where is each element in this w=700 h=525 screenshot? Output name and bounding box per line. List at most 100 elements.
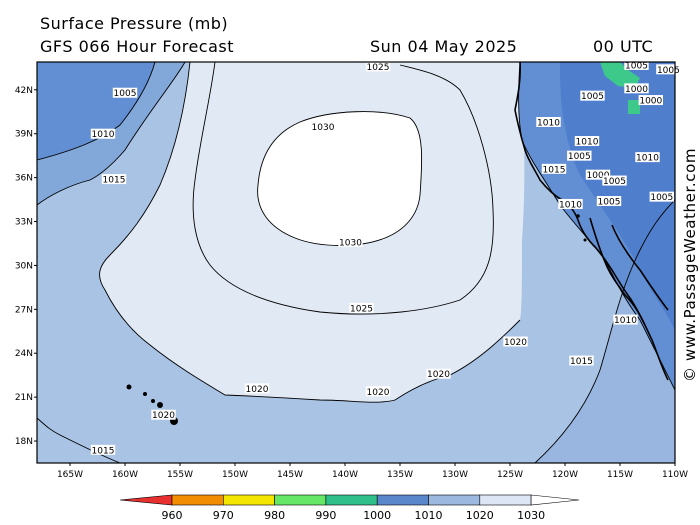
isobar-label-bg — [349, 302, 374, 313]
isobar-label: 1020 — [367, 388, 390, 398]
isobar-label-bg — [585, 169, 611, 180]
isobar-label: 1020 — [246, 385, 269, 395]
isobar-label: 1005 — [625, 61, 648, 71]
legend-level-label: 1010 — [415, 509, 443, 522]
isobar-label-bg — [613, 314, 638, 325]
isobar-label: 1005 — [603, 177, 626, 187]
lon-tick-label: 110W — [662, 470, 688, 480]
isobar-label-bg — [558, 198, 583, 209]
forecast-date: Sun 04 May 2025 — [370, 37, 518, 56]
isobar-label-bg — [338, 237, 363, 248]
isobar-label: 1015 — [92, 446, 115, 456]
isobar-label-bg — [624, 83, 649, 94]
isobar-label: 1030 — [339, 239, 362, 249]
forecast-subtitle: GFS 066 Hour Forecast — [40, 37, 235, 56]
lon-tick-label: 140W — [332, 470, 358, 480]
legend-level-label: 960 — [162, 509, 183, 522]
isobar-label: 1005 — [598, 198, 621, 208]
field-1030-high — [257, 111, 422, 246]
isobar-label: 1015 — [543, 165, 566, 175]
lat-tick-label: 18N — [15, 437, 33, 447]
field-1010-nw — [37, 62, 155, 160]
isobar-label: 1005 — [568, 152, 591, 162]
legend-swatch — [274, 494, 327, 506]
lat-tick-label: 39N — [15, 130, 33, 140]
isobar-lines — [37, 62, 675, 463]
lon-tick-label: 160W — [112, 470, 138, 480]
lat-tick-label: 21N — [15, 393, 33, 403]
isobar-label-bg — [112, 87, 138, 98]
lon-tick-label: 145W — [277, 470, 303, 480]
lon-tick-label: 165W — [57, 470, 83, 480]
isobar-labels: 1025 1005 1010 1015 1030 1030 1025 1020 1020 1020… — [90, 59, 681, 456]
isobar-label-bg — [90, 128, 116, 139]
isobar-label: 1010 — [576, 138, 599, 148]
legend-level-label: 1000 — [363, 509, 391, 522]
isobar-label-bg — [596, 196, 622, 207]
legend-swatch — [428, 494, 481, 506]
hawaiian-islands — [126, 123, 587, 425]
legend-swatch — [171, 494, 224, 506]
legend-level-label: 970 — [213, 509, 234, 522]
isobar-label: 1020 — [427, 370, 450, 380]
forecast-time: 00 UTC — [593, 37, 654, 56]
isobar-label-bg — [624, 59, 649, 70]
legend-level-label: 980 — [264, 509, 285, 522]
isobar-label-bg — [580, 90, 605, 101]
isobar-label-bg — [101, 174, 127, 185]
isobar-label-bg — [638, 95, 663, 106]
isobar-label-bg — [503, 336, 528, 347]
isobar-label-bg — [567, 150, 592, 161]
lon-tick-label: 150W — [222, 470, 248, 480]
longitude-axis: 165W 160W 155W 150W 145W 140W 135W 130W 125W 120W… — [57, 463, 688, 480]
isobar-label: 1005 — [114, 89, 137, 99]
isobar-label: 1005 — [650, 193, 673, 203]
credit-text: © www.PassageWeather.com — [681, 148, 699, 382]
isobar-label-bg — [244, 383, 270, 394]
legend-level-label: 1020 — [466, 509, 494, 522]
isobar-label: 1000 — [625, 85, 648, 95]
isobar-label-bg — [365, 386, 391, 397]
field-1005-land — [560, 62, 675, 330]
map-title: Surface Pressure (mb) — [40, 14, 229, 33]
legend-arrow-high — [530, 494, 580, 506]
isobar-label: 1025 — [350, 304, 373, 314]
legend-swatch — [223, 494, 275, 506]
isobar-label: 1030 — [312, 123, 335, 133]
lon-tick-label: 130W — [442, 470, 468, 480]
isobar-label-bg — [656, 64, 681, 75]
isobar-label: 1000 — [587, 171, 610, 181]
legend-swatch — [376, 494, 429, 506]
isobar-label: 1015 — [570, 357, 593, 367]
legend-arrow-low — [119, 494, 173, 506]
coastline — [514, 62, 669, 381]
isobar-label: 1005 — [581, 92, 604, 102]
legend-level-label: 990 — [315, 509, 336, 522]
isobar-label: 1015 — [103, 176, 126, 186]
lat-tick-label: 33N — [15, 218, 33, 228]
isobar-label-bg — [90, 444, 116, 455]
pressure-field — [37, 62, 675, 463]
lat-tick-label: 42N — [15, 86, 33, 96]
isobar-label: 1005 — [657, 66, 680, 76]
isobar-label-bg — [635, 152, 660, 163]
field-1000-green-small — [628, 100, 640, 114]
latitude-axis: 42N 39N 36N 33N 30N 27N 24N 21N 18N — [15, 86, 37, 447]
isobar-label: 1000 — [639, 97, 662, 107]
isobar-label: 1025 — [367, 63, 390, 73]
lat-tick-label: 36N — [15, 174, 33, 184]
lon-tick-label: 155W — [167, 470, 193, 480]
pressure-legend: 960 970 980 990 1000 1010 1020 1030 — [119, 494, 580, 522]
isobar-label-bg — [365, 61, 391, 72]
isobar-label: 1010 — [636, 154, 659, 164]
isobar-label-bg — [151, 409, 176, 420]
isobar-label-bg — [649, 191, 674, 202]
isobar-label: 1010 — [559, 200, 582, 210]
lon-tick-label: 135W — [387, 470, 413, 480]
legend-swatch — [479, 494, 532, 506]
field-1000-green — [600, 62, 640, 88]
isobar-label-bg — [541, 163, 567, 174]
lon-tick-label: 125W — [497, 470, 523, 480]
isobar-label: 1010 — [614, 316, 637, 326]
isobar-label-bg — [310, 121, 336, 132]
